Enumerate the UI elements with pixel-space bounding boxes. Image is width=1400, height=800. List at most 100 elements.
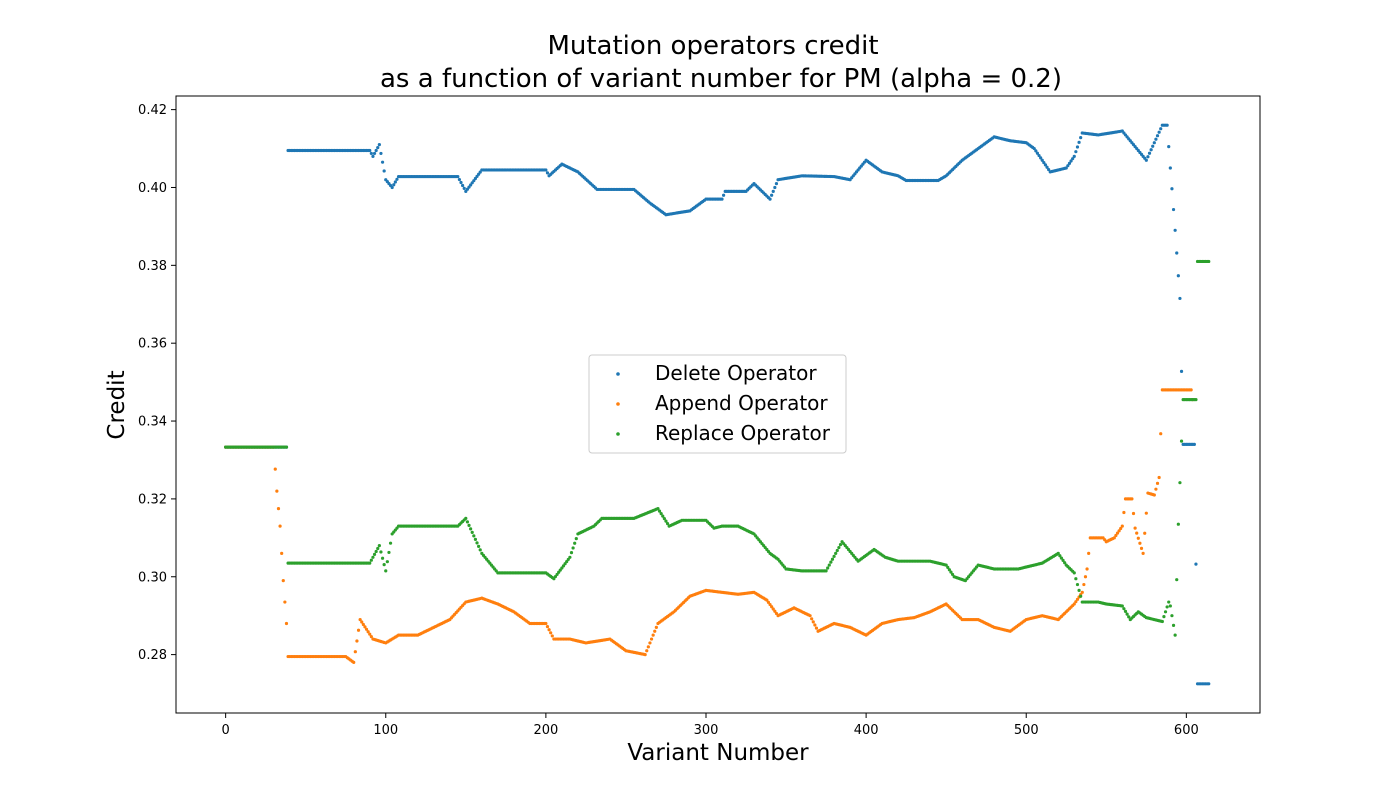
data-point [834, 551, 838, 556]
data-point [1157, 475, 1161, 480]
data-point [643, 653, 647, 657]
data-point [768, 197, 772, 201]
data-point [768, 602, 772, 607]
data-point [1178, 481, 1182, 485]
data-point [774, 181, 779, 186]
data-point [1149, 148, 1153, 152]
data-point [1136, 536, 1140, 540]
data-point [1139, 546, 1144, 550]
data-point [283, 600, 287, 604]
data-point [811, 620, 815, 624]
data-point [356, 628, 361, 632]
data-point [651, 633, 655, 637]
data-point [1143, 531, 1147, 535]
data-point [1077, 588, 1081, 592]
data-point [1122, 510, 1126, 515]
data-point [1159, 127, 1163, 131]
data-point [950, 572, 955, 577]
data-point [1159, 432, 1163, 436]
data-point [569, 551, 574, 555]
data-point [1058, 554, 1062, 558]
data-point [1168, 166, 1172, 170]
data-point [1151, 144, 1155, 148]
data-point [1176, 522, 1180, 526]
data-point [273, 467, 277, 471]
data-point [656, 507, 660, 511]
data-point [382, 169, 386, 173]
data-point [1071, 157, 1075, 161]
data-point [1037, 153, 1041, 158]
data-point [1165, 123, 1169, 127]
data-point [368, 632, 372, 636]
data-point [1120, 524, 1124, 528]
x-axis-ticks: 0 100 200 300 400 500 600 [221, 713, 1199, 738]
data-point [353, 650, 357, 654]
x-tick-label: 300 [694, 723, 719, 738]
data-point [385, 560, 389, 564]
data-point [829, 560, 833, 564]
data-point [571, 546, 575, 550]
data-point [1056, 551, 1060, 556]
data-point [1112, 536, 1116, 540]
data-point [664, 519, 668, 523]
y-axis-ticks: 0.28 0.30 0.32 0.34 0.36 0.38 0.40 0.42 [138, 103, 176, 663]
data-point [837, 545, 841, 550]
x-tick-label: 400 [854, 723, 879, 738]
data-point [379, 151, 383, 156]
data-point [720, 197, 724, 201]
data-point [1080, 590, 1084, 594]
data-point [1147, 151, 1152, 155]
data-point [544, 168, 548, 172]
data-point [1114, 533, 1118, 538]
y-tick-label: 0.28 [138, 648, 167, 663]
data-point [1192, 442, 1196, 446]
data-points [224, 123, 1211, 686]
data-point [1154, 137, 1158, 141]
data-point [1168, 604, 1172, 608]
data-point [1125, 612, 1129, 616]
data-point [382, 562, 386, 567]
data-point [773, 609, 777, 613]
data-point [363, 625, 367, 629]
data-point [457, 177, 462, 182]
data-point [1178, 296, 1182, 301]
data-point [380, 556, 385, 560]
data-point [372, 151, 377, 156]
data-point [276, 507, 281, 511]
y-tick-label: 0.30 [138, 570, 167, 585]
data-point [1074, 600, 1078, 604]
data-point [830, 557, 835, 561]
data-point [1152, 141, 1156, 145]
data-point [374, 549, 378, 554]
data-point [371, 555, 375, 559]
y-tick-label: 0.42 [138, 103, 167, 118]
data-point [355, 639, 359, 643]
y-tick-label: 0.32 [138, 492, 167, 507]
data-point [766, 600, 771, 604]
data-point [465, 520, 470, 524]
data-point [369, 558, 373, 562]
data-point [1127, 615, 1131, 619]
data-point [467, 523, 471, 527]
data-point [1072, 571, 1076, 575]
data-point [284, 445, 289, 449]
data-point [278, 524, 282, 528]
legend-label-append: Append Operator [655, 391, 828, 415]
data-point [366, 630, 370, 634]
data-point [456, 174, 460, 179]
data-point [568, 555, 572, 559]
data-point [654, 625, 658, 629]
data-point [1083, 575, 1088, 579]
data-point [1039, 156, 1043, 160]
data-point [393, 180, 397, 184]
chart-title-line-1: Mutation operators credit [547, 31, 878, 61]
data-point [1064, 166, 1068, 170]
data-point [1154, 487, 1158, 491]
data-point [1175, 578, 1179, 582]
data-point [369, 151, 373, 156]
data-point [1155, 134, 1160, 138]
data-point [1173, 228, 1177, 232]
data-point [1077, 140, 1081, 144]
data-point [1040, 158, 1044, 162]
data-point [379, 550, 383, 554]
